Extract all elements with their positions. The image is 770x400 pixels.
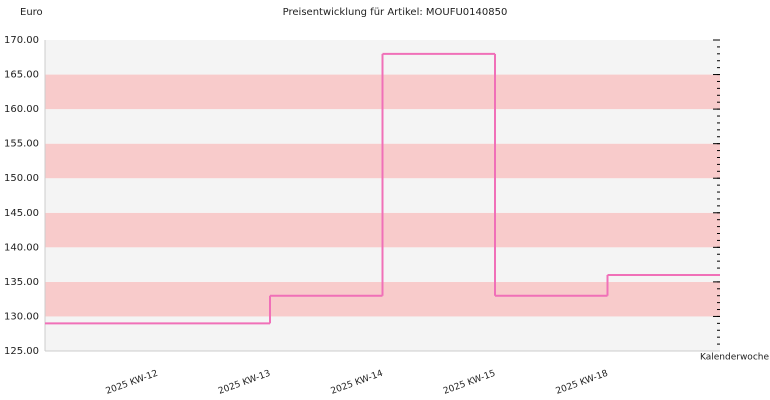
x-tick-label: 2025 KW-14 — [330, 369, 385, 397]
y-tick-label: 160.00 — [4, 104, 39, 115]
y-tick-label: 150.00 — [4, 173, 39, 184]
grid-band — [45, 316, 720, 351]
x-tick-label: 2025 KW-12 — [105, 369, 160, 397]
y-tick-label: 155.00 — [4, 139, 39, 150]
x-tick-label: 2025 KW-15 — [442, 369, 497, 397]
chart-title: Preisentwicklung für Artikel: MOUFU01408… — [283, 7, 508, 18]
y-axis-label: Euro — [20, 7, 43, 18]
x-tick-label: 2025 KW-18 — [555, 369, 610, 397]
y-tick-label: 140.00 — [4, 242, 39, 253]
y-tick-label: 165.00 — [4, 70, 39, 81]
y-tick-label: 135.00 — [4, 277, 39, 288]
x-axis-label: Kalenderwoche — [700, 353, 769, 363]
x-tick-label: 2025 KW-13 — [217, 369, 272, 397]
y-tick-label: 170.00 — [4, 35, 39, 46]
y-tick-label: 130.00 — [4, 311, 39, 322]
y-tick-label: 125.00 — [4, 346, 39, 357]
y-tick-label: 145.00 — [4, 208, 39, 219]
